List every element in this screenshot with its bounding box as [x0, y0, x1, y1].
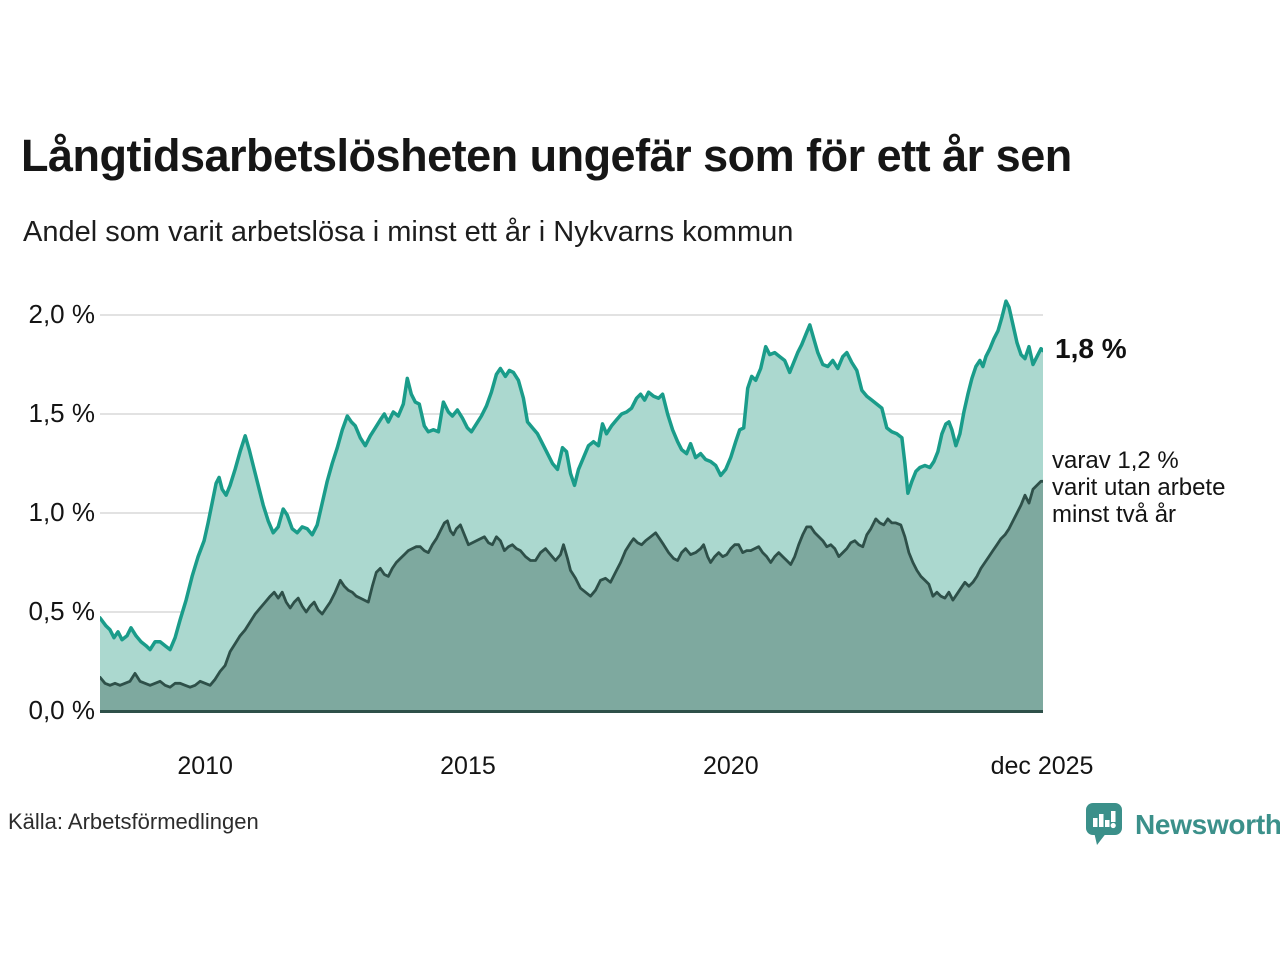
gridline-2,0% [100, 314, 1043, 316]
newsworthy-logo-icon [1086, 803, 1122, 845]
newsworthy-logo-text: Newsworthy [1135, 809, 1280, 840]
page-title: Långtidsarbetslösheten ungefär som för e… [21, 130, 1072, 181]
secondary-series-annotation: varav 1,2 % varit utan arbete minst två … [1052, 447, 1225, 528]
y-tick-label: 0,0 % [28, 695, 96, 725]
y-tick-label: 2,0 % [28, 299, 96, 329]
secondary-annotation-line2: varit utan arbete [1052, 474, 1226, 501]
y-tick-label: 1,5 % [28, 398, 96, 428]
y-tick-label: 0,5 % [28, 596, 96, 626]
line-1yr [100, 299, 1043, 652]
secondary-annotation-line3: minst två år [1052, 501, 1177, 528]
x-axis-baseline [100, 710, 1043, 713]
x-tick-label: 2010 [177, 752, 233, 780]
source-credit: Källa: Arbetsförmedlingen [8, 809, 259, 834]
line-2yr [100, 479, 1043, 689]
x-tick-label: 2015 [440, 752, 496, 780]
area-chart-plot [100, 299, 1043, 711]
series-end-value-label: 1,8 % [1055, 333, 1127, 364]
newsworthy-logo: Newsworthy [1085, 801, 1280, 849]
x-tick-label: 2020 [702, 752, 759, 780]
gridline-1,5% [100, 413, 1043, 415]
chart-subtitle: Andel som varit arbetslösa i minst ett å… [23, 216, 794, 248]
y-tick-label: 1,0 % [28, 497, 96, 527]
secondary-annotation-line1: varav 1,2 % [1052, 447, 1179, 474]
x-tick-label: dec 2025 [990, 752, 1094, 780]
area-2yr-fill [100, 481, 1043, 711]
